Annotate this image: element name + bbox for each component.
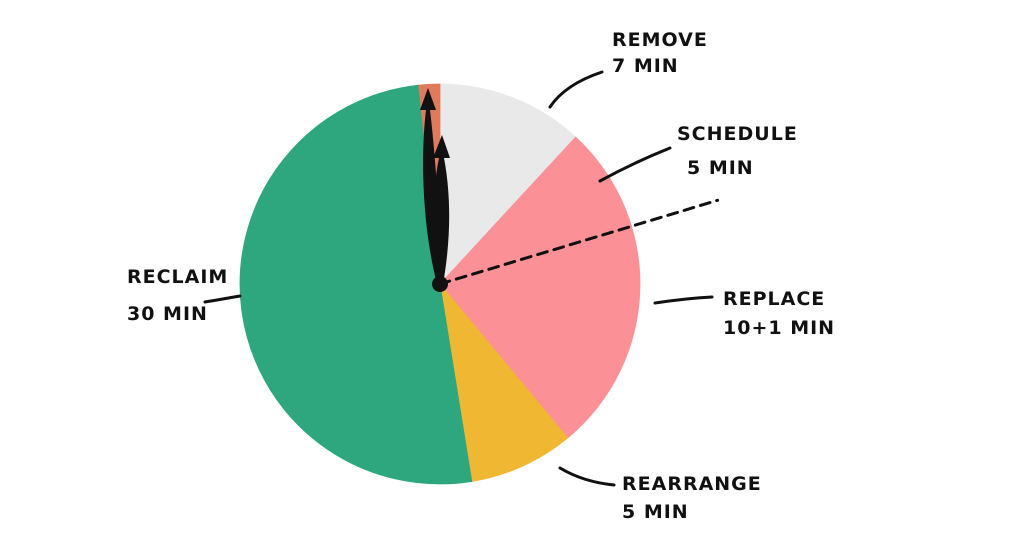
slice-label-schedule-name: SCHEDULE [677, 123, 798, 145]
slice-label-reclaim-name: RECLAIM [127, 266, 228, 288]
slice-label-remove-name: REMOVE [612, 29, 708, 51]
pie-slice-rearrange [439, 282, 569, 482]
leader-line-remove [548, 70, 604, 109]
pie-slice-reclaim [239, 84, 473, 485]
slice-label-rearrange-value: 5 MIN [622, 501, 689, 523]
pie-slice-schedule [438, 136, 632, 285]
leader-line-reclaim [203, 294, 242, 304]
leader-line-rearrange [558, 466, 616, 487]
schedule-divider-dashed [438, 198, 720, 286]
slice-label-schedule-value: 5 MIN [687, 157, 754, 179]
slice-label-reclaim-value: 30 MIN [127, 303, 208, 325]
clock-hands [420, 88, 450, 284]
slice-label-remove-value: 7 MIN [612, 55, 679, 77]
pie-slice-replace [439, 225, 641, 439]
clock-hand-short [433, 135, 450, 284]
slice-labels: REMOVE 7 MIN SCHEDULE 5 MIN REPLACE 10+1… [127, 29, 835, 523]
slice-label-replace-name: REPLACE [723, 288, 825, 310]
slice-label-rearrange-name: REARRANGE [622, 473, 762, 495]
leader-line-schedule [598, 146, 672, 183]
pie-slice-remove [439, 83, 577, 286]
slice-label-replace-value: 10+1 MIN [723, 317, 835, 339]
center-dot [432, 276, 448, 292]
pie-slices [239, 83, 641, 485]
leader-line-replace [653, 295, 714, 305]
leader-lines [203, 70, 714, 487]
